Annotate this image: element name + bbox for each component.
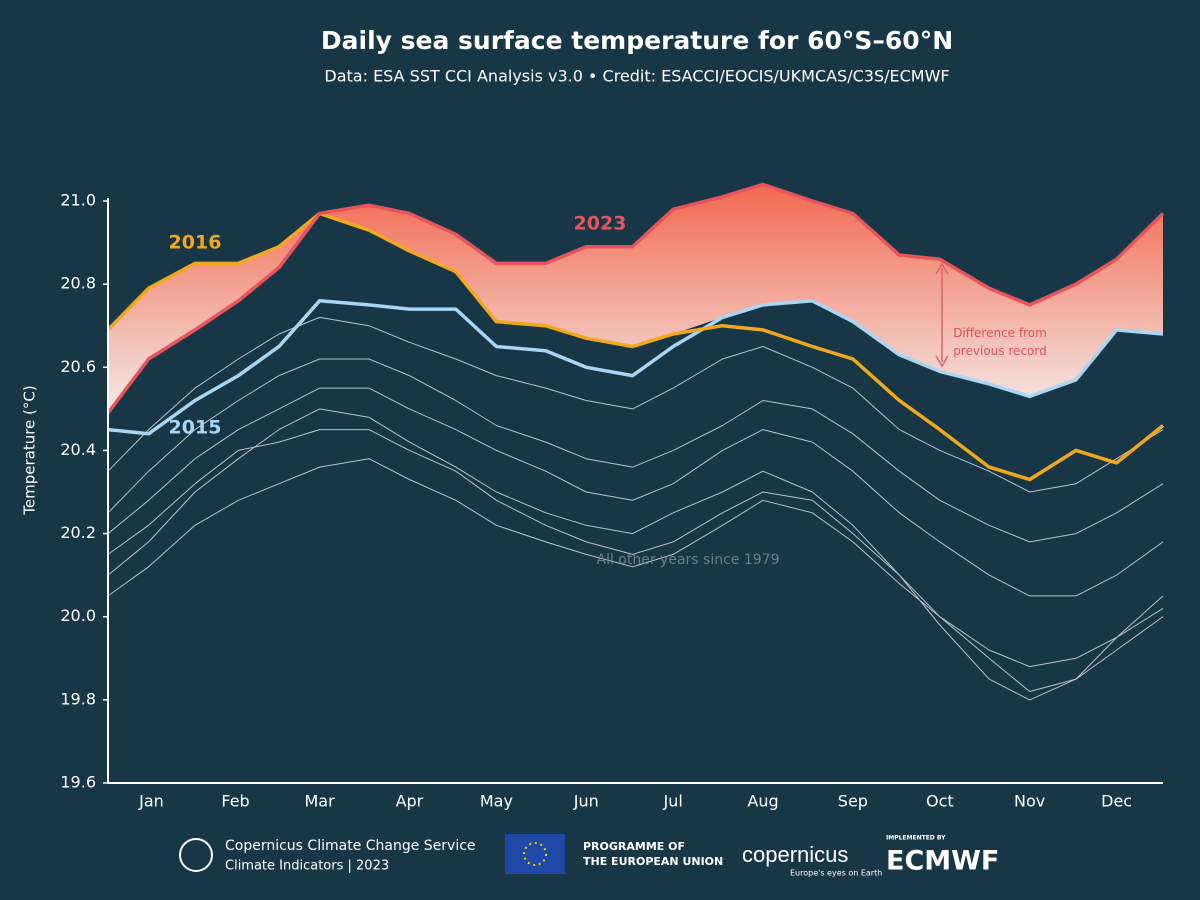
x-tick-label: Oct <box>926 792 954 811</box>
background-label: All other years since 1979 <box>597 552 780 568</box>
x-tick-label: Sep <box>838 792 868 811</box>
y-axis-label: Temperature (°C) <box>21 385 39 515</box>
x-tick-label: Feb <box>221 792 249 811</box>
background-year-line <box>107 429 1164 701</box>
x-tick-label: May <box>480 792 513 811</box>
y-tick-label: 20.2 <box>60 523 96 542</box>
x-tick-label: Jul <box>663 792 683 811</box>
x-tick-label: Apr <box>396 792 424 811</box>
series-line <box>107 299 1164 436</box>
y-tick-label: 20.6 <box>60 357 96 376</box>
c3s-logo <box>179 838 213 872</box>
y-tick-label: 20.4 <box>60 440 96 459</box>
y-tick-label: 19.6 <box>60 773 96 792</box>
y-tick-label: 20.0 <box>60 606 96 625</box>
background-year-line <box>107 408 1164 692</box>
series-label: 2023 <box>574 213 627 235</box>
copernicus-logo: copernicus <box>742 842 848 867</box>
y-tick-label: 21.0 <box>60 191 96 210</box>
annotation: Difference from previous record <box>953 326 1047 358</box>
c3s-sub: Climate Indicators | 2023 <box>225 859 389 874</box>
footer: Copernicus Climate Change Service Climat… <box>179 834 999 878</box>
eu-line2: THE EUROPEAN UNION <box>583 855 723 868</box>
y-tick-label: 20.8 <box>60 274 96 293</box>
y-tick-label: 19.8 <box>60 689 96 708</box>
eu-stars <box>523 842 547 866</box>
x-tick-label: Jan <box>138 792 164 811</box>
x-tick-label: Aug <box>747 792 778 811</box>
x-tick-label: Mar <box>304 792 335 811</box>
series-line <box>106 211 1165 482</box>
series-label: 2016 <box>169 232 222 254</box>
series-line <box>106 182 1165 415</box>
background-year-line <box>107 387 1164 597</box>
series-label: 2015 <box>169 417 222 439</box>
eu-flag <box>505 834 565 874</box>
implemented-by: IMPLEMENTED BY <box>886 835 946 842</box>
background-year-line <box>107 458 1164 668</box>
record-gap <box>108 184 1163 414</box>
background-year-line <box>107 316 1164 493</box>
chart-subtitle: Data: ESA SST CCI Analysis v3.0 • Credit… <box>324 67 949 86</box>
x-tick-label: Jun <box>573 792 599 811</box>
copernicus-tagline: Europe's eyes on Earth <box>790 869 882 878</box>
x-tick-label: Dec <box>1101 792 1132 811</box>
c3s-name: Copernicus Climate Change Service <box>225 838 476 854</box>
plot: 19.6 19.8 20.0 20.2 20.4 20.6 20.8 21.0 Jan Feb Ma… <box>60 182 1165 811</box>
arrow-head <box>935 262 949 368</box>
x-tick-label: Nov <box>1014 792 1045 811</box>
annotation-line: Difference from <box>953 326 1047 340</box>
ecmwf-logo: ECMWF <box>886 846 999 877</box>
eu-line1: PROGRAMME OF <box>583 840 685 853</box>
background-year-line <box>107 358 1164 543</box>
annotation-line: previous record <box>953 344 1046 358</box>
chart-title: Daily sea surface temperature for 60°S–6… <box>321 26 953 55</box>
